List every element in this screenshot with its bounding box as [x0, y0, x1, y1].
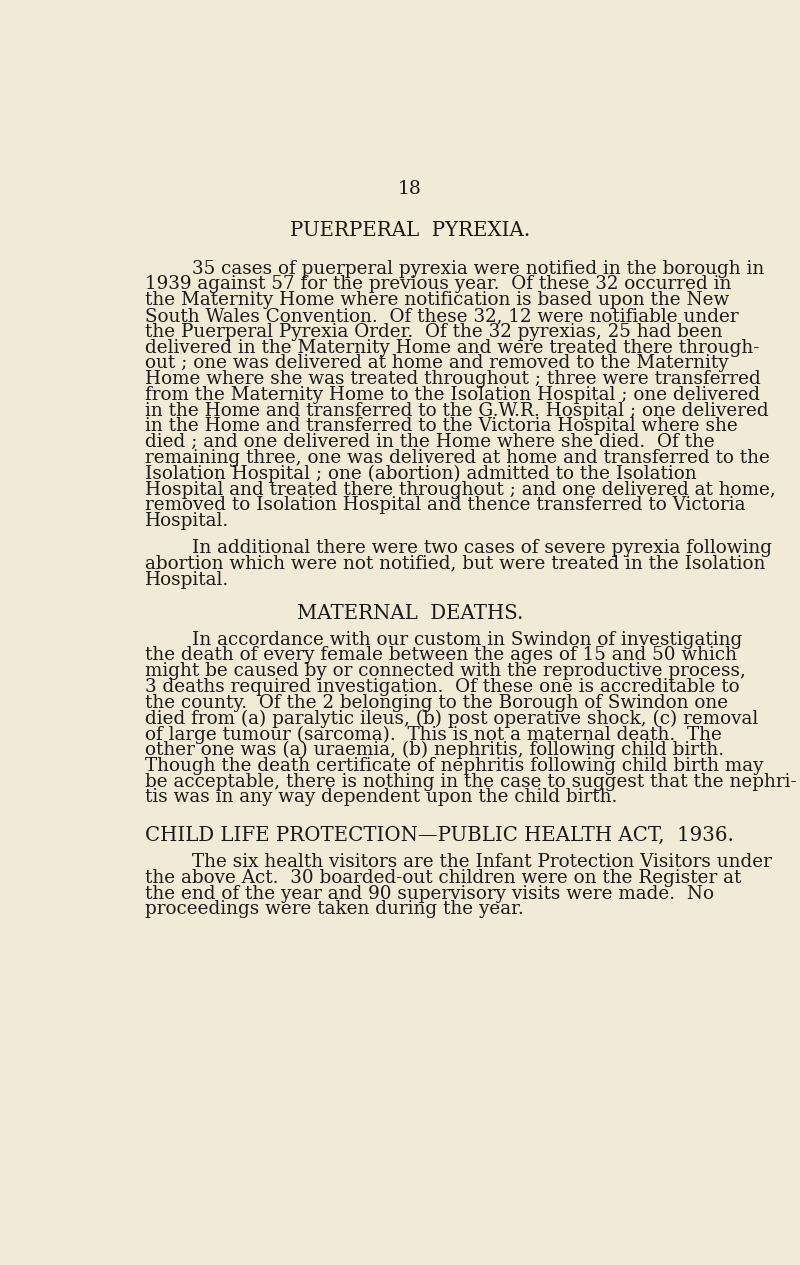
Text: the Maternity Home where notification is based upon the New: the Maternity Home where notification is…: [145, 291, 730, 309]
Text: the end of the year and 90 supervisory visits were made.  No: the end of the year and 90 supervisory v…: [145, 884, 714, 903]
Text: Hospital.: Hospital.: [145, 571, 229, 588]
Text: the above Act.  30 boarded-out children were on the Register at: the above Act. 30 boarded-out children w…: [145, 869, 742, 887]
Text: out ; one was delivered at home and removed to the Maternity: out ; one was delivered at home and remo…: [145, 354, 729, 372]
Text: 18: 18: [398, 180, 422, 197]
Text: removed to Isolation Hospital and thence transferred to Victoria: removed to Isolation Hospital and thence…: [145, 496, 746, 515]
Text: delivered in the Maternity Home and were treated there through-: delivered in the Maternity Home and were…: [145, 339, 759, 357]
Text: PUERPERAL  PYREXIA.: PUERPERAL PYREXIA.: [290, 221, 530, 240]
Text: proceedings were taken during the year.: proceedings were taken during the year.: [145, 901, 524, 918]
Text: 1939 against 57 for the previous year.  Of these 32 occurred in: 1939 against 57 for the previous year. O…: [145, 276, 731, 293]
Text: 35 cases of puerperal pyrexia were notified in the borough in: 35 cases of puerperal pyrexia were notif…: [145, 259, 764, 277]
Text: other one was (a) uraemia, (b) nephritis, following child birth.: other one was (a) uraemia, (b) nephritis…: [145, 741, 724, 759]
Text: might be caused by or connected with the reproductive process,: might be caused by or connected with the…: [145, 662, 746, 681]
Text: the Puerperal Pyrexia Order.  Of the 32 pyrexias, 25 had been: the Puerperal Pyrexia Order. Of the 32 p…: [145, 323, 722, 340]
Text: Hospital.: Hospital.: [145, 512, 229, 530]
Text: died from (a) paralytic ileus, (b) post operative shock, (c) removal: died from (a) paralytic ileus, (b) post …: [145, 710, 758, 727]
Text: be acceptable, there is nothing in the case to suggest that the nephri-: be acceptable, there is nothing in the c…: [145, 773, 797, 791]
Text: South Wales Convention.  Of these 32, 12 were notifiable under: South Wales Convention. Of these 32, 12 …: [145, 307, 738, 325]
Text: the county.  Of the 2 belonging to the Borough of Swindon one: the county. Of the 2 belonging to the Bo…: [145, 693, 728, 712]
Text: in the Home and transferred to the G.W.R. Hospital ; one delivered: in the Home and transferred to the G.W.R…: [145, 402, 769, 420]
Text: tis was in any way dependent upon the child birth.: tis was in any way dependent upon the ch…: [145, 788, 618, 806]
Text: from the Maternity Home to the Isolation Hospital ; one delivered: from the Maternity Home to the Isolation…: [145, 386, 760, 404]
Text: Isolation Hospital ; one (abortion) admitted to the Isolation: Isolation Hospital ; one (abortion) admi…: [145, 464, 697, 483]
Text: Hospital and treated there throughout ; and one delivered at home,: Hospital and treated there throughout ; …: [145, 481, 776, 498]
Text: abortion which were not notified, but were treated in the Isolation: abortion which were not notified, but we…: [145, 555, 766, 573]
Text: of large tumour (sarcoma).  This is not a maternal death.  The: of large tumour (sarcoma). This is not a…: [145, 725, 722, 744]
Text: The six health visitors are the Infant Protection Visitors under: The six health visitors are the Infant P…: [145, 853, 772, 872]
Text: In accordance with our custom in Swindon of investigating: In accordance with our custom in Swindon…: [145, 630, 742, 649]
Text: CHILD LIFE PROTECTION—PUBLIC HEALTH ACT,  1936.: CHILD LIFE PROTECTION—PUBLIC HEALTH ACT,…: [145, 826, 734, 845]
Text: the death of every female between the ages of 15 and 50 which: the death of every female between the ag…: [145, 646, 737, 664]
Text: In additional there were two cases of severe pyrexia following: In additional there were two cases of se…: [145, 539, 772, 557]
Text: MATERNAL  DEATHS.: MATERNAL DEATHS.: [297, 603, 523, 622]
Text: 3 deaths required investigation.  Of these one is accreditable to: 3 deaths required investigation. Of thes…: [145, 678, 739, 696]
Text: Home where she was treated throughout ; three were transferred: Home where she was treated throughout ; …: [145, 371, 761, 388]
Text: Though the death certificate of nephritis following child birth may: Though the death certificate of nephriti…: [145, 756, 763, 775]
Text: died ; and one delivered in the Home where she died.  Of the: died ; and one delivered in the Home whe…: [145, 433, 714, 452]
Text: in the Home and transferred to the Victoria Hospital where she: in the Home and transferred to the Victo…: [145, 417, 738, 435]
Text: remaining three, one was delivered at home and transferred to the: remaining three, one was delivered at ho…: [145, 449, 770, 467]
